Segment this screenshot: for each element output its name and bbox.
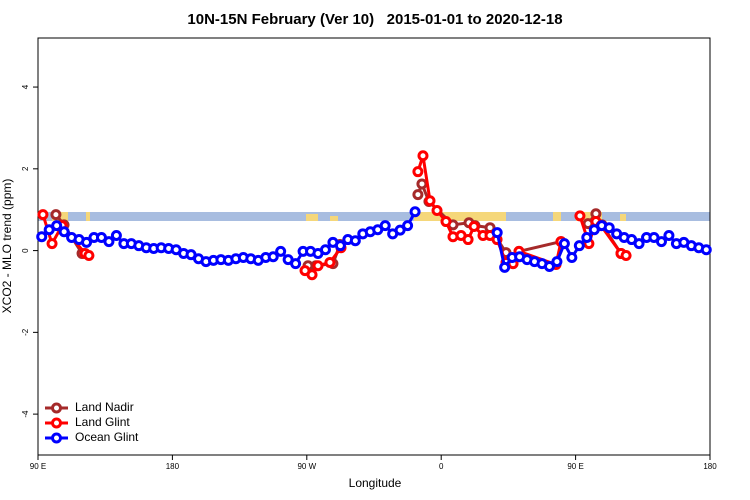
legend-marker [51, 402, 62, 414]
land-strip [330, 216, 338, 221]
data-point [81, 236, 93, 248]
legend-label: Ocean Glint [75, 430, 139, 444]
data-point [58, 226, 70, 238]
x-tick-label: 90 W [297, 462, 316, 471]
data-point [431, 205, 443, 217]
land-strip [553, 212, 561, 221]
x-tick-label: 90 E [567, 462, 583, 471]
data-point [663, 229, 675, 241]
legend-label: Land Glint [75, 415, 130, 429]
data-point [306, 269, 318, 281]
data-point [412, 189, 424, 201]
data-point [655, 236, 667, 248]
land-strip [576, 212, 602, 221]
y-tick-label: -4 [21, 410, 30, 418]
data-point [290, 258, 302, 270]
data-point [51, 220, 63, 232]
chart-title: 10N-15N February (Ver 10) 2015-01-01 to … [187, 11, 562, 28]
land-strip [620, 214, 626, 221]
x-tick-label: 0 [439, 462, 444, 471]
data-point [620, 249, 632, 261]
y-axis-label: XCO2 - MLO trend (ppm) [0, 179, 14, 314]
data-point [83, 249, 95, 261]
x-axis-label: Longitude [349, 476, 402, 490]
data-point [440, 216, 452, 228]
data-point [402, 220, 414, 232]
data-point [566, 252, 578, 264]
data-point [46, 238, 58, 250]
data-point [275, 245, 287, 257]
data-point [581, 232, 593, 244]
data-point [558, 238, 570, 250]
data-point [110, 229, 122, 241]
legend-marker [51, 417, 62, 429]
data-point [462, 234, 474, 246]
y-tick-label: -2 [21, 328, 30, 336]
data-point [334, 240, 346, 252]
x-tick-label: 90 E [30, 462, 46, 471]
legend-label: Land Nadir [75, 400, 134, 414]
data-point [551, 256, 563, 268]
ocean-strip [38, 212, 710, 221]
land-strip [86, 212, 90, 221]
y-tick-label: 4 [21, 84, 30, 89]
legend-marker [51, 432, 62, 444]
data-point [491, 227, 503, 239]
data-point [700, 244, 712, 256]
x-tick-label: 180 [166, 462, 180, 471]
data-point [36, 231, 48, 243]
data-point [103, 236, 115, 248]
data-point [412, 166, 424, 178]
land-ocean-strip [38, 212, 710, 221]
data-point [416, 178, 428, 190]
data-point [574, 210, 586, 222]
data-point [267, 251, 279, 263]
data-point [379, 220, 391, 232]
data-point [409, 206, 421, 218]
land-strip [306, 214, 318, 221]
data-point [50, 209, 62, 221]
data-point [349, 235, 361, 247]
data-point [633, 238, 645, 250]
data-point [324, 256, 336, 268]
data-point [424, 195, 436, 207]
data-point [37, 209, 49, 221]
data-point [543, 261, 555, 273]
y-tick-label: 0 [21, 248, 30, 253]
data-point [468, 220, 480, 232]
data-point [394, 224, 406, 236]
data-point [603, 222, 615, 234]
data-point [312, 260, 324, 272]
y-tick-label: 2 [21, 166, 30, 171]
data-point [499, 261, 511, 273]
data-point [319, 244, 331, 256]
data-point [573, 240, 585, 252]
data-point [417, 150, 429, 162]
land-strip [414, 212, 506, 221]
x-tick-label: 180 [703, 462, 717, 471]
